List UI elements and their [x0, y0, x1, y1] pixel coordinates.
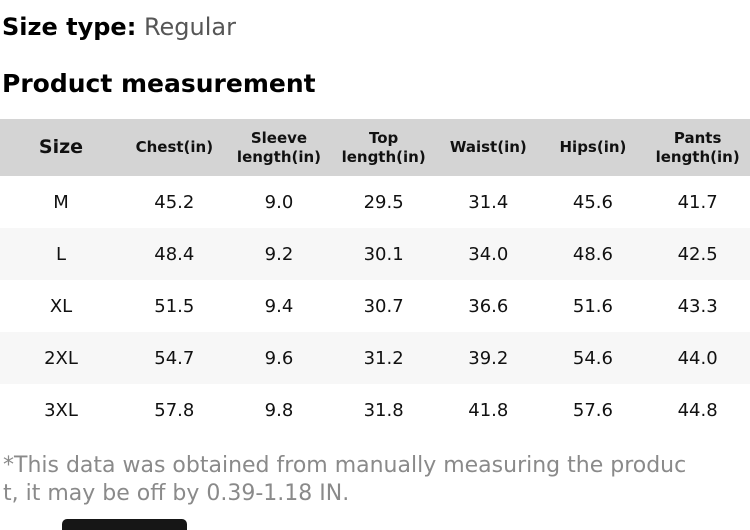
measurement-cell: 57.8: [154, 399, 195, 421]
column-header-pants-length-in: Pants length(in): [645, 119, 750, 177]
measurement-cell: 31.4: [468, 191, 509, 213]
measurement-cell: 42.5: [677, 243, 718, 265]
size-cell: 2XL: [44, 347, 78, 369]
table-row: XL 51.5 9.4 30.7 36.6 51.6 43.3: [0, 280, 750, 333]
measurement-cell: 9.0: [264, 191, 294, 213]
measurement-cell: 48.4: [154, 243, 195, 265]
measurement-cell: 39.2: [468, 347, 509, 369]
measurement-cell: 9.6: [264, 347, 294, 369]
measurement-cell: 51.5: [154, 295, 195, 317]
size-cell: M: [53, 191, 69, 213]
measurement-cell: 51.6: [572, 295, 613, 317]
measurement-cell: 31.2: [363, 347, 404, 369]
header-row: Size Chest(in) Sleeve length(in) Top length…: [0, 119, 750, 177]
column-header-size: Size: [0, 119, 122, 177]
size-type-label: Size type:: [2, 13, 137, 41]
measurement-cell: 48.6: [572, 243, 613, 265]
measurement-cell: 45.6: [572, 191, 613, 213]
measurement-cell: 36.6: [468, 295, 509, 317]
measurement-cell: 31.8: [363, 399, 404, 421]
table-row: M 45.2 9.0 29.5 31.4 45.6 41.7: [0, 176, 750, 229]
measurement-cell: 30.7: [363, 295, 404, 317]
column-header-hips-in: Hips(in): [540, 119, 646, 177]
table-row: 2XL 54.7 9.6 31.2 39.2 54.6 44.0: [0, 332, 750, 385]
measurement-cell: 9.8: [264, 399, 294, 421]
size-cell: L: [55, 243, 67, 265]
measurement-cell: 9.4: [264, 295, 294, 317]
measurement-cell: 45.2: [154, 191, 195, 213]
measurement-cell: 43.3: [677, 295, 718, 317]
size-cell: XL: [49, 295, 73, 317]
measurement-cell: 54.6: [572, 347, 613, 369]
page-title: Product measurement: [2, 68, 316, 98]
measurement-cell: 41.8: [468, 399, 509, 421]
measurement-cell: 44.0: [677, 347, 718, 369]
measurement-cell: 30.1: [363, 243, 404, 265]
column-header-sleeve-length-in: Sleeve length(in): [226, 119, 332, 177]
table-row: 3XL 57.8 9.8 31.8 41.8 57.6 44.8: [0, 384, 750, 437]
size-cell: 3XL: [44, 399, 78, 421]
size-type-value: Regular: [143, 13, 236, 41]
measurement-cell: 29.5: [363, 191, 404, 213]
disclaimer-line-1: *This data was obtained from manually me…: [3, 453, 687, 479]
bottom-black-bar: [62, 519, 187, 530]
disclaimer-line-2: t, it may be off by 0.39-1.18 IN.: [3, 481, 350, 507]
measurement-table-header: Size Chest(in) Sleeve length(in) Top length…: [0, 119, 750, 177]
measurement-cell: 34.0: [468, 243, 509, 265]
measurement-table: Size Chest(in) Sleeve length(in) Top length…: [0, 119, 750, 437]
column-header-top-length-in: Top length(in): [331, 119, 436, 177]
column-header-waist-in: Waist(in): [435, 119, 541, 177]
measurement-cell: 54.7: [154, 347, 195, 369]
measurement-cell: 44.8: [677, 399, 718, 421]
table-row: L 48.4 9.2 30.1 34.0 48.6 42.5: [0, 228, 750, 281]
measurement-cell: 41.7: [677, 191, 718, 213]
measurement-cell: 9.2: [264, 243, 294, 265]
column-header-chest-in: Chest(in): [122, 119, 227, 177]
measurement-table-body: M 45.2 9.0 29.5 31.4 45.6 41.7 L 48.4 9.2 30.1 34.0…: [0, 176, 750, 437]
measurement-disclaimer: *This data was obtained from manually me…: [0, 452, 750, 508]
measurement-cell: 57.6: [572, 399, 613, 421]
size-type-line: Size type: Regular: [0, 0, 750, 42]
